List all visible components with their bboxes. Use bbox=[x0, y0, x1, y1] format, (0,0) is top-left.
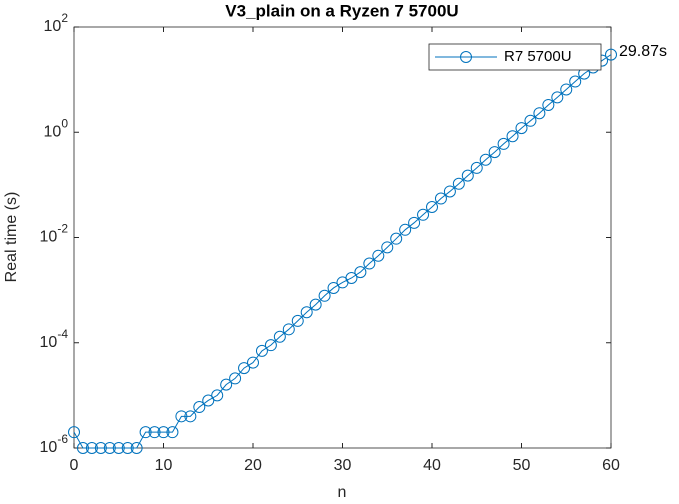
marker bbox=[229, 372, 242, 385]
marker bbox=[193, 401, 206, 414]
legend-label: R7 5700U bbox=[504, 48, 572, 65]
marker bbox=[166, 426, 179, 439]
marker bbox=[184, 410, 197, 423]
marker bbox=[434, 192, 447, 205]
marker bbox=[175, 410, 188, 423]
annotation: 29.87s bbox=[619, 43, 667, 60]
marker bbox=[247, 356, 259, 369]
x-tick-label: 30 bbox=[334, 457, 352, 474]
chart-title: V3_plain on a Ryzen 7 5700U bbox=[225, 1, 458, 20]
marker bbox=[202, 394, 215, 407]
marker bbox=[103, 442, 116, 454]
marker bbox=[345, 271, 358, 284]
marker bbox=[372, 249, 385, 262]
marker bbox=[551, 91, 564, 104]
marker bbox=[130, 442, 143, 454]
y-tick-label: 100 bbox=[44, 116, 69, 140]
x-tick-label: 60 bbox=[602, 457, 620, 474]
marker bbox=[488, 146, 501, 159]
marker bbox=[408, 216, 421, 229]
y-axis-label: Real time (s) bbox=[3, 192, 20, 283]
marker bbox=[506, 130, 519, 143]
marker bbox=[470, 161, 483, 174]
marker bbox=[524, 114, 537, 127]
marker bbox=[443, 185, 456, 198]
y-tick-label: 102 bbox=[44, 11, 69, 35]
x-tick-label: 40 bbox=[423, 457, 441, 474]
marker bbox=[542, 98, 555, 111]
marker bbox=[112, 442, 125, 454]
marker bbox=[121, 442, 134, 454]
marker bbox=[390, 232, 403, 245]
series-line bbox=[73, 54, 612, 449]
marker bbox=[515, 122, 528, 135]
marker bbox=[94, 442, 107, 454]
x-tick-label: 10 bbox=[155, 457, 173, 474]
marker bbox=[426, 200, 438, 213]
marker bbox=[76, 442, 89, 454]
marker bbox=[85, 442, 98, 454]
marker bbox=[220, 378, 233, 391]
legend-marker bbox=[460, 51, 472, 63]
marker bbox=[291, 314, 304, 327]
marker bbox=[327, 281, 340, 294]
marker bbox=[68, 426, 80, 439]
marker bbox=[282, 323, 295, 336]
marker bbox=[148, 426, 161, 439]
marker bbox=[479, 153, 492, 166]
marker bbox=[569, 75, 582, 88]
marker bbox=[354, 266, 367, 279]
marker bbox=[264, 339, 277, 352]
x-axis-label: n bbox=[338, 484, 347, 501]
marker bbox=[605, 48, 617, 61]
x-tick-label: 20 bbox=[244, 457, 262, 474]
marker bbox=[238, 362, 251, 375]
y-tick-label: 10-2 bbox=[40, 222, 69, 246]
y-tick-label: 10-4 bbox=[40, 327, 69, 351]
marker bbox=[300, 306, 313, 319]
x-tick-label: 0 bbox=[70, 457, 79, 474]
marker bbox=[139, 426, 152, 439]
marker bbox=[157, 426, 170, 439]
marker bbox=[318, 289, 331, 302]
marker bbox=[417, 208, 430, 221]
marker bbox=[255, 344, 268, 357]
marker bbox=[533, 107, 546, 120]
marker bbox=[211, 389, 224, 402]
marker bbox=[381, 241, 394, 254]
marker bbox=[399, 223, 412, 236]
marker bbox=[363, 257, 376, 270]
y-tick-label: 10-6 bbox=[40, 432, 69, 456]
marker bbox=[309, 298, 322, 311]
marker bbox=[273, 330, 286, 343]
x-tick-label: 50 bbox=[513, 457, 531, 474]
marker bbox=[560, 83, 573, 96]
marker bbox=[497, 137, 510, 150]
marker bbox=[461, 169, 474, 182]
marker bbox=[452, 177, 465, 190]
